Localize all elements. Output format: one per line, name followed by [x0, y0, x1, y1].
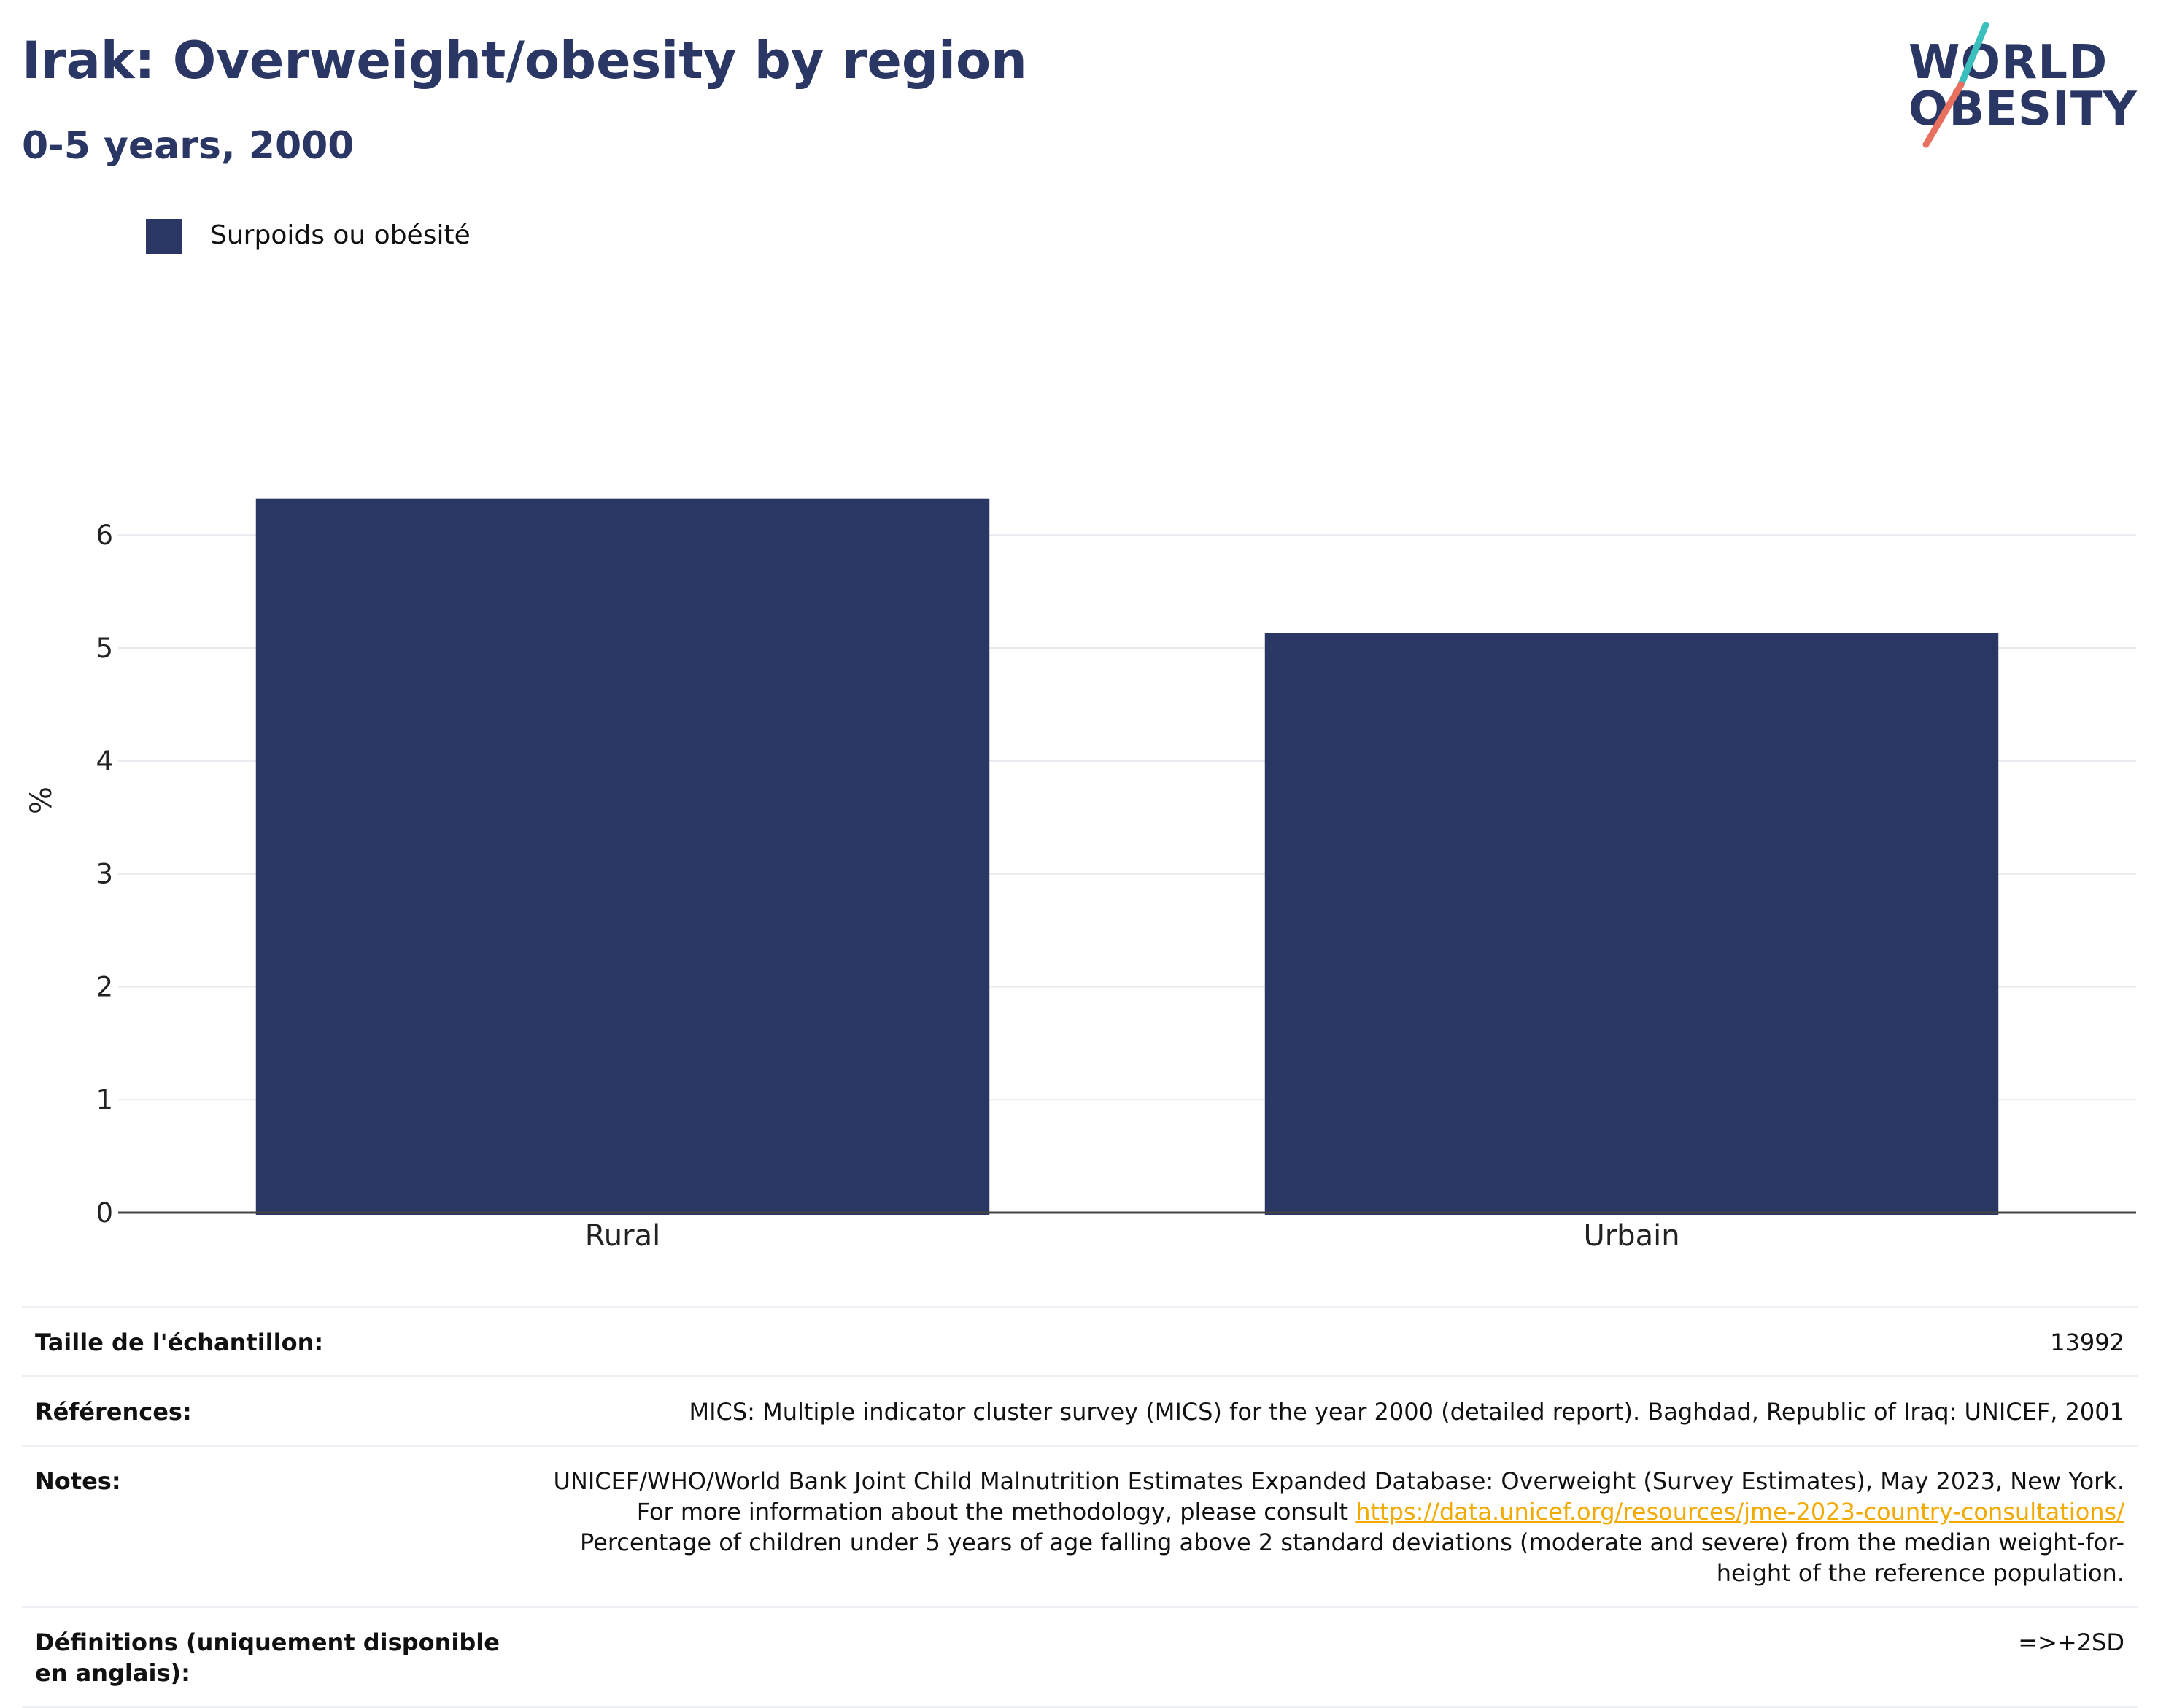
logo-word-world: WORLD — [1908, 36, 2108, 90]
y-tick-label: 6 — [96, 519, 113, 551]
bars — [255, 498, 1999, 1215]
notes-label: Notes: — [35, 1467, 121, 1495]
definitions-row: Définitions (uniquement disponible en an… — [22, 1606, 2138, 1708]
notes-value: UNICEF/WHO/World Bank Joint Child Malnut… — [519, 1466, 2125, 1588]
y-tick-label: 2 — [96, 971, 113, 1002]
sample-size-label: Taille de l'échantillon: — [35, 1329, 324, 1356]
definitions-label: Définitions (uniquement disponible en an… — [35, 1628, 500, 1687]
x-category-label: Rural — [585, 1219, 660, 1253]
world-obesity-logo: WORLD OBESITY — [1904, 22, 2145, 153]
bar-chart: 0 1 2 3 4 5 6 Rural Urbain % — [25, 498, 2136, 1253]
y-tick-label: 0 — [96, 1197, 113, 1229]
notes-text-after: Percentage of children under 5 years of … — [580, 1529, 2124, 1587]
references-row: Références: MICS: Multiple indicator clu… — [22, 1375, 2138, 1445]
legend-label: Surpoids ou obésité — [210, 220, 471, 250]
x-category-label: Urbain — [1583, 1219, 1679, 1253]
methodology-link[interactable]: https://data.unicef.org/resources/jme-20… — [1355, 1498, 2124, 1526]
references-label: Références: — [35, 1398, 192, 1426]
y-tick-labels: 0 1 2 3 4 5 6 — [96, 519, 113, 1229]
definitions-value: =>+2SD — [2018, 1628, 2124, 1656]
y-tick-label: 5 — [96, 633, 113, 664]
y-axis-label: % — [25, 787, 58, 814]
info-table: Taille de l'échantillon: 13992 Référence… — [22, 1306, 2138, 1708]
references-value: MICS: Multiple indicator cluster survey … — [689, 1398, 2124, 1426]
y-tick-label: 4 — [96, 746, 113, 777]
sample-size-row: Taille de l'échantillon: 13992 — [22, 1306, 2138, 1375]
bar-rural — [255, 498, 990, 1215]
bar-urbain — [1264, 633, 1999, 1215]
x-category-labels: Rural Urbain — [585, 1219, 1680, 1253]
y-tick-label: 3 — [96, 859, 113, 890]
page-subtitle: 0-5 years, 2000 — [22, 124, 355, 168]
notes-row: Notes: UNICEF/WHO/World Bank Joint Child… — [22, 1445, 2138, 1606]
page-title: Irak: Overweight/obesity by region — [22, 31, 1027, 90]
y-tick-label: 1 — [96, 1084, 113, 1116]
sample-size-value: 13992 — [2050, 1329, 2124, 1356]
legend-swatch — [146, 219, 182, 254]
logo-slash-icon — [1922, 22, 1989, 148]
notes-text: UNICEF/WHO/World Bank Joint Child Malnut… — [553, 1467, 2125, 1526]
